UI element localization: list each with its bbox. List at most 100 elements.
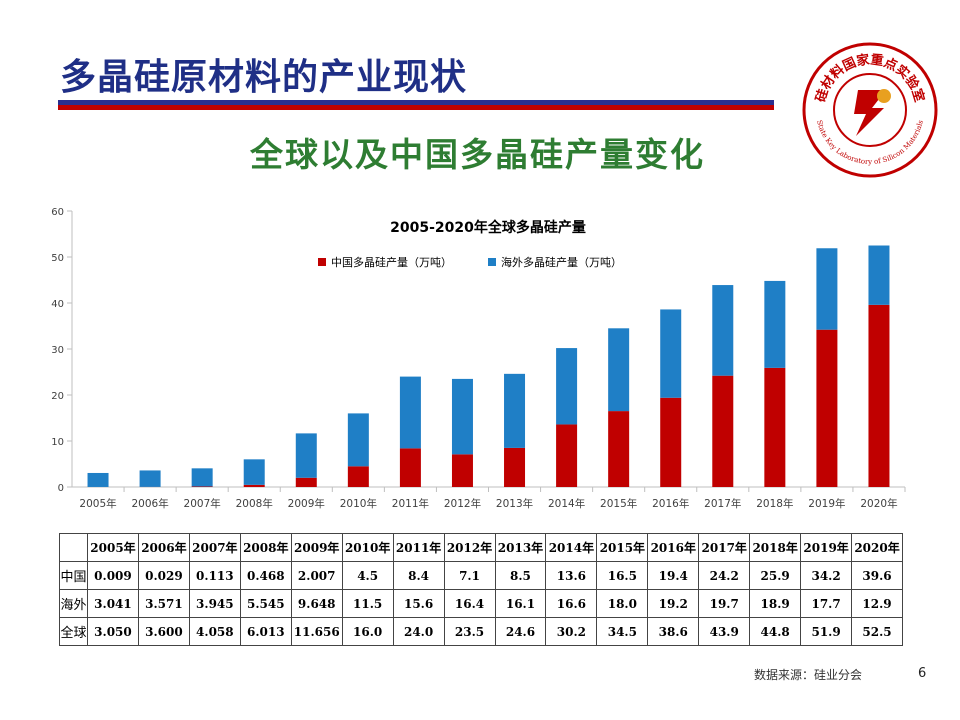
bar-overseas <box>191 468 213 487</box>
table-cell: 52.5 <box>851 617 903 646</box>
table-header-cell: 2015年 <box>596 533 649 562</box>
y-tick-label: 30 <box>51 345 64 356</box>
table-header-cell: 2009年 <box>290 533 343 562</box>
bar-overseas <box>295 433 317 478</box>
x-tick-label: 2014年 <box>548 497 585 510</box>
table-cell: 2.007 <box>290 561 343 590</box>
table-header-cell: 2006年 <box>137 533 190 562</box>
bar-china <box>608 411 630 487</box>
table-cell: 5.545 <box>239 589 292 618</box>
x-tick-label: 2008年 <box>236 497 273 510</box>
bar-china <box>504 447 526 487</box>
table-row-label: 全球 <box>59 617 88 646</box>
x-tick-label: 2012年 <box>444 497 481 510</box>
table-cell: 23.5 <box>443 617 496 646</box>
table-header-cell: 2013年 <box>494 533 547 562</box>
table-header-cell: 2017年 <box>698 533 751 562</box>
table-header-cell: 2010年 <box>341 533 394 562</box>
legend-swatch <box>488 258 496 266</box>
table-cell: 13.6 <box>545 561 598 590</box>
bar-china <box>243 484 265 487</box>
bar-china <box>399 448 421 487</box>
table-header-cell: 2018年 <box>749 533 802 562</box>
table-header-cell: 2011年 <box>392 533 445 562</box>
table-cell: 17.7 <box>800 589 853 618</box>
bar-overseas <box>243 459 265 485</box>
bar-china <box>295 477 317 487</box>
table-cell: 8.4 <box>392 561 445 590</box>
table-cell: 24.0 <box>392 617 445 646</box>
table-cell: 34.5 <box>596 617 649 646</box>
x-tick-label: 2010年 <box>340 497 377 510</box>
bar-china <box>712 375 734 487</box>
table-header-row: 2005年 2006年 2007年 2008年 2009年 2010年 2011年 2012年… <box>59 533 903 562</box>
table-cell: 3.945 <box>188 589 241 618</box>
table-cell: 8.5 <box>494 561 547 590</box>
table-cell: 15.6 <box>392 589 445 618</box>
table-cell: 25.9 <box>749 561 802 590</box>
table-cell: 43.9 <box>698 617 751 646</box>
table-cell: 6.013 <box>239 617 292 646</box>
table-cell: 19.7 <box>698 589 751 618</box>
legend-swatch <box>318 258 326 266</box>
bar-china <box>451 454 473 487</box>
table-cell: 39.6 <box>851 561 903 590</box>
y-tick-label: 0 <box>58 483 64 494</box>
table-cell: 44.8 <box>749 617 802 646</box>
legend-label: 海外多晶硅产量（万吨） <box>501 255 622 269</box>
table-cell: 4.058 <box>188 617 241 646</box>
table-header-cell: 2020年 <box>851 533 903 562</box>
table-cell: 11.656 <box>290 617 343 646</box>
bar-overseas <box>556 348 578 425</box>
data-source: 数据来源：硅业分会 <box>754 668 863 682</box>
table-cell: 7.1 <box>443 561 496 590</box>
x-tick-label: 2015年 <box>600 497 637 510</box>
production-chart: 0 10 20 30 40 50 60 2005年 2006年 2007年 2008年 2009年 20… <box>51 207 906 510</box>
chart-title: 2005-2020年全球多晶硅产量 <box>390 219 586 236</box>
table-header-cell: 2007年 <box>188 533 241 562</box>
bar-overseas <box>399 376 421 449</box>
lab-logo: 硅材料国家重点实验室 State Key Laboratory of Silic… <box>802 42 938 178</box>
table-cell: 0.009 <box>87 561 139 590</box>
table-row: 全球 3.050 3.600 4.058 6.013 11.656 16.0 24.0 23.5… <box>59 617 903 646</box>
table-header-cell: 2016年 <box>647 533 700 562</box>
table-row-label: 中国 <box>59 561 88 590</box>
table-cell: 51.9 <box>800 617 853 646</box>
bar-china <box>556 424 578 487</box>
table-header-cell: 2008年 <box>239 533 292 562</box>
table-cell: 24.2 <box>698 561 751 590</box>
bar-overseas <box>608 328 630 412</box>
table-cell: 3.050 <box>87 617 139 646</box>
table-header-cell: 2005年 <box>87 533 139 562</box>
legend-label: 中国多晶硅产量（万吨） <box>331 255 452 269</box>
bar-china <box>868 304 890 487</box>
bar-overseas <box>868 245 890 305</box>
table-cell: 16.1 <box>494 589 547 618</box>
table-cell: 18.9 <box>749 589 802 618</box>
bar-overseas <box>764 280 786 368</box>
production-table: 2005年 2006年 2007年 2008年 2009年 2010年 2011年 2012年… <box>59 533 903 646</box>
bar-overseas <box>139 470 161 487</box>
table-cell: 30.2 <box>545 617 598 646</box>
x-tick-label: 2019年 <box>808 497 845 510</box>
bar-overseas <box>712 285 734 376</box>
bar-china <box>347 466 369 487</box>
bar-overseas <box>347 413 369 467</box>
table-cell: 38.6 <box>647 617 700 646</box>
x-tick-label: 2020年 <box>860 497 897 510</box>
table-cell: 3.571 <box>137 589 190 618</box>
bar-overseas <box>504 373 526 448</box>
table-cell: 3.041 <box>87 589 139 618</box>
x-tick-label: 2017年 <box>704 497 741 510</box>
table-row: 中国 0.009 0.029 0.113 0.468 2.007 4.5 8.4 7.1 8.5 1… <box>59 561 903 590</box>
bar-china <box>660 397 682 487</box>
x-tick-label: 2006年 <box>131 497 168 510</box>
y-tick-label: 50 <box>51 253 64 264</box>
slide-subtitle: 全球以及中国多晶硅产量变化 <box>250 135 705 174</box>
table-header-cell: 2019年 <box>800 533 853 562</box>
table-cell: 9.648 <box>290 589 343 618</box>
y-tick-label: 20 <box>51 391 64 402</box>
x-tick-label: 2018年 <box>756 497 793 510</box>
page-number: 6 <box>918 666 927 681</box>
y-tick-label: 40 <box>51 299 64 310</box>
